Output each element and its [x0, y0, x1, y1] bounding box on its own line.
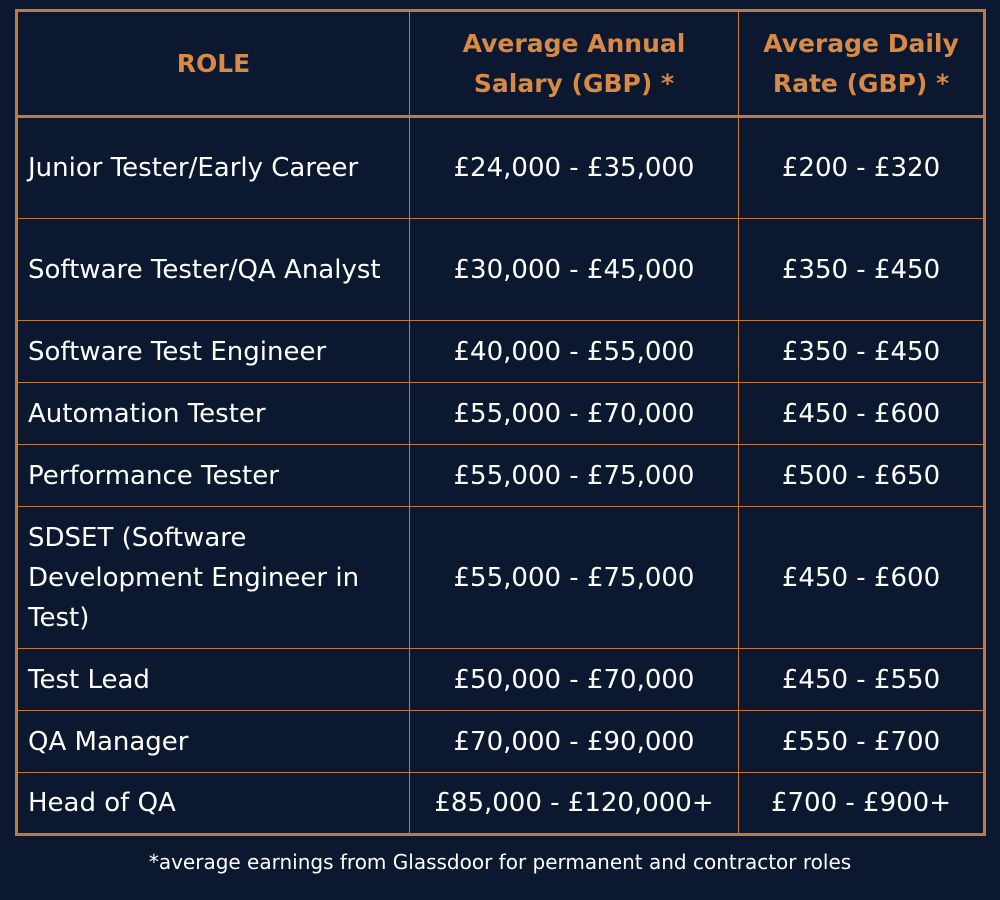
- role-cell: Head of QA: [16, 772, 410, 835]
- salary-cell: £85,000 - £120,000+: [409, 772, 739, 835]
- salary-cell: £50,000 - £70,000: [409, 648, 739, 711]
- table-row: QA Manager £70,000 - £90,000 £550 - £700: [16, 710, 985, 773]
- table-row: Head of QA £85,000 - £120,000+ £700 - £9…: [16, 772, 985, 835]
- footnote: *average earnings from Glassdoor for per…: [148, 850, 852, 874]
- rate-cell: £350 - £450: [738, 218, 985, 321]
- rate-cell: £450 - £550: [738, 648, 985, 711]
- rate-cell: £500 - £650: [738, 444, 985, 507]
- salary-cell: £55,000 - £70,000: [409, 382, 739, 445]
- rate-cell: £200 - £320: [738, 116, 985, 219]
- salary-cell: £55,000 - £75,000: [409, 506, 739, 649]
- rate-cell: £550 - £700: [738, 710, 985, 773]
- salary-cell: £24,000 - £35,000: [409, 116, 739, 219]
- role-cell: Automation Tester: [16, 382, 410, 445]
- role-cell: Performance Tester: [16, 444, 410, 507]
- table-row: Software Tester/QA Analyst £30,000 - £45…: [16, 218, 985, 321]
- header-role: ROLE: [16, 10, 410, 118]
- role-cell: QA Manager: [16, 710, 410, 773]
- role-cell: Test Lead: [16, 648, 410, 711]
- role-cell: Software Tester/QA Analyst: [16, 218, 410, 321]
- salary-cell: £40,000 - £55,000: [409, 320, 739, 383]
- role-cell: Software Test Engineer: [16, 320, 410, 383]
- salary-table: ROLE Average Annual Salary (GBP) * Avera…: [15, 9, 986, 836]
- rate-cell: £450 - £600: [738, 382, 985, 445]
- header-row: ROLE Average Annual Salary (GBP) * Avera…: [16, 10, 985, 118]
- table-row: Automation Tester £55,000 - £70,000 £450…: [16, 382, 985, 445]
- role-cell: SDSET (Software Development Engineer in …: [16, 506, 410, 649]
- table-row: Test Lead £50,000 - £70,000 £450 - £550: [16, 648, 985, 711]
- table-row: Software Test Engineer £40,000 - £55,000…: [16, 320, 985, 383]
- table-row: Junior Tester/Early Career £24,000 - £35…: [16, 116, 985, 219]
- rate-cell: £350 - £450: [738, 320, 985, 383]
- table-row: Performance Tester £55,000 - £75,000 £50…: [16, 444, 985, 507]
- rate-cell: £700 - £900+: [738, 772, 985, 835]
- rate-cell: £450 - £600: [738, 506, 985, 649]
- salary-cell: £30,000 - £45,000: [409, 218, 739, 321]
- salary-cell: £70,000 - £90,000: [409, 710, 739, 773]
- salary-cell: £55,000 - £75,000: [409, 444, 739, 507]
- header-daily-rate: Average Daily Rate (GBP) *: [738, 10, 985, 118]
- salary-table-container: ROLE Average Annual Salary (GBP) * Avera…: [15, 9, 986, 836]
- table-row: SDSET (Software Development Engineer in …: [16, 506, 985, 649]
- header-annual-salary: Average Annual Salary (GBP) *: [409, 10, 739, 118]
- role-cell: Junior Tester/Early Career: [16, 116, 410, 219]
